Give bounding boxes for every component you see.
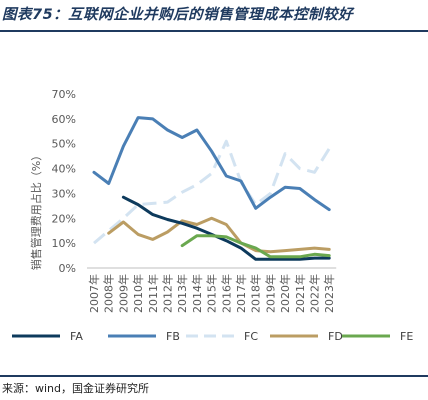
legend-label-fd: FD [328, 330, 343, 343]
series-lines [92, 116, 331, 261]
x-tick-label: 2021年 [293, 274, 307, 313]
x-tick-label: 2016年 [219, 274, 233, 313]
legend-label-fe: FE [400, 330, 413, 343]
y-tick-label: 0% [59, 262, 76, 275]
x-tick-label: 2020年 [278, 274, 292, 313]
x-tick-label: 2019年 [263, 274, 277, 313]
footer-rule [0, 375, 428, 377]
y-tick-label: 60% [52, 113, 76, 126]
x-tick-label: 2007年 [87, 274, 101, 313]
series-line-fe [180, 234, 331, 259]
x-tick-label: 2013年 [175, 274, 189, 313]
y-tick-label: 40% [52, 163, 76, 176]
x-tick-label: 2018年 [249, 274, 263, 313]
y-tick-label: 30% [52, 187, 76, 200]
y-tick-label: 70% [52, 88, 76, 101]
y-axis-label: 销售管理费用占比（%） [29, 150, 43, 270]
x-tick-label: 2023年 [322, 274, 336, 313]
series-line-fc [93, 139, 331, 245]
line-chart: 销售管理费用占比（%） 0% 10% 20% 30% 40% 50% 60% 70% 2007… [12, 88, 413, 343]
legend-label-fc: FC [244, 330, 258, 343]
legend-label-fa: FA [70, 330, 83, 343]
series-line-fd [107, 216, 331, 254]
series-line-fa [121, 195, 331, 261]
x-tick-label: 2012年 [161, 274, 175, 313]
x-tick-label: 2010年 [131, 274, 145, 313]
source-note: 来源：wind，国金证券研究所 [2, 382, 150, 395]
x-tick-label: 2014年 [190, 274, 204, 313]
legend-label-fb: FB [166, 330, 180, 343]
y-tick-label: 50% [52, 138, 76, 151]
y-tick-label: 10% [52, 237, 76, 250]
chart-title: 图表75：互联网企业并购后的销售管理成本控制较好 [2, 7, 354, 23]
x-tick-label: 2009年 [116, 274, 130, 313]
x-tick-label: 2017年 [234, 274, 248, 313]
x-tick-label: 2011年 [146, 274, 160, 313]
legend: FA FB FC FD FE [12, 330, 413, 343]
x-tick-label: 2015年 [205, 274, 219, 313]
x-axis: 2007年 2008年 2009年 2010年 2011年 2012年 2013年 2014年… [87, 274, 336, 313]
x-tick-label: 2022年 [308, 274, 322, 313]
title-underline [0, 30, 428, 32]
series-line-fb [92, 116, 331, 212]
x-tick-label: 2008年 [102, 274, 116, 313]
y-tick-label: 20% [52, 212, 76, 225]
y-axis: 0% 10% 20% 30% 40% 50% 60% 70% [52, 88, 76, 275]
